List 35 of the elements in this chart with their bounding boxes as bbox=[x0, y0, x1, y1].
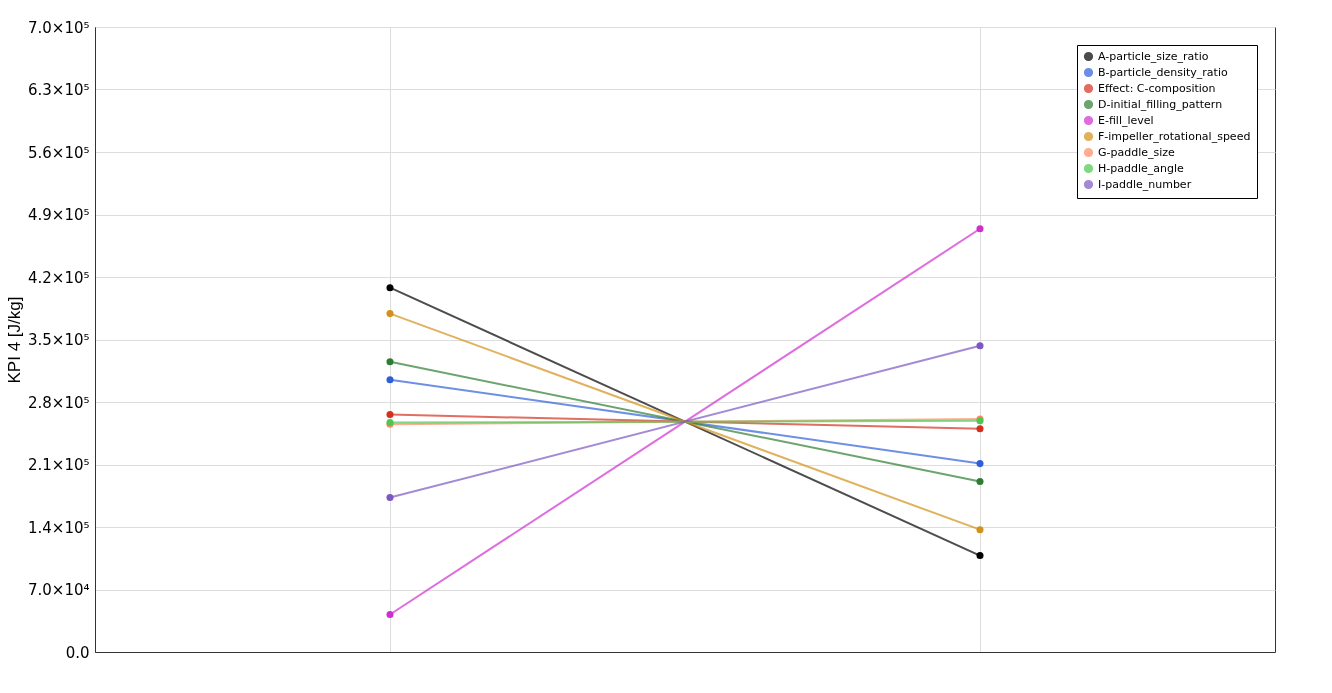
y-tick-label: 0.0 bbox=[65, 643, 90, 662]
y-tick-label: 2.8×10⁵ bbox=[27, 393, 90, 412]
legend-label: I-paddle_number bbox=[1098, 177, 1192, 191]
point bbox=[976, 225, 984, 233]
legend-label: E-fill_level bbox=[1098, 113, 1154, 127]
point bbox=[976, 460, 984, 468]
y-axis-title: KPI 4 [J/kg] bbox=[4, 296, 24, 384]
point bbox=[976, 477, 984, 485]
point bbox=[386, 376, 394, 384]
y-tick-label: 5.6×10⁵ bbox=[27, 143, 90, 162]
point bbox=[386, 284, 394, 292]
point bbox=[386, 410, 394, 419]
legend-label: D-initial_filling_pattern bbox=[1098, 97, 1223, 111]
legend-label: A-particle_size_ratio bbox=[1098, 49, 1209, 63]
y-tick-label: 4.2×10⁵ bbox=[27, 268, 90, 287]
point bbox=[386, 494, 394, 502]
point bbox=[386, 358, 394, 366]
y-tick-label: 2.1×10⁵ bbox=[27, 456, 90, 474]
y-tick-label: 7.0×10⁵ bbox=[27, 18, 90, 37]
legend-label: B-particle_density_ratio bbox=[1098, 65, 1228, 79]
point bbox=[976, 526, 984, 534]
point bbox=[976, 552, 984, 560]
point bbox=[386, 310, 394, 318]
y-tick-label: 3.5×10⁵ bbox=[27, 331, 90, 349]
y-tick-label: 4.9×10⁵ bbox=[27, 206, 90, 224]
point bbox=[386, 610, 394, 619]
point bbox=[976, 425, 984, 433]
legend-label: G-paddle_size bbox=[1098, 145, 1176, 159]
y-tick-label: 1.4×10⁵ bbox=[27, 518, 90, 537]
legend-label: F-impeller_rotational_speed bbox=[1098, 129, 1251, 143]
y-tick-label: 7.0×10⁴ bbox=[27, 581, 90, 599]
y-tick-label: 6.3×10⁵ bbox=[27, 81, 90, 99]
point bbox=[976, 342, 984, 350]
legend-label: H-paddle_angle bbox=[1098, 161, 1184, 175]
legend-label: Effect: C-composition bbox=[1098, 81, 1216, 95]
